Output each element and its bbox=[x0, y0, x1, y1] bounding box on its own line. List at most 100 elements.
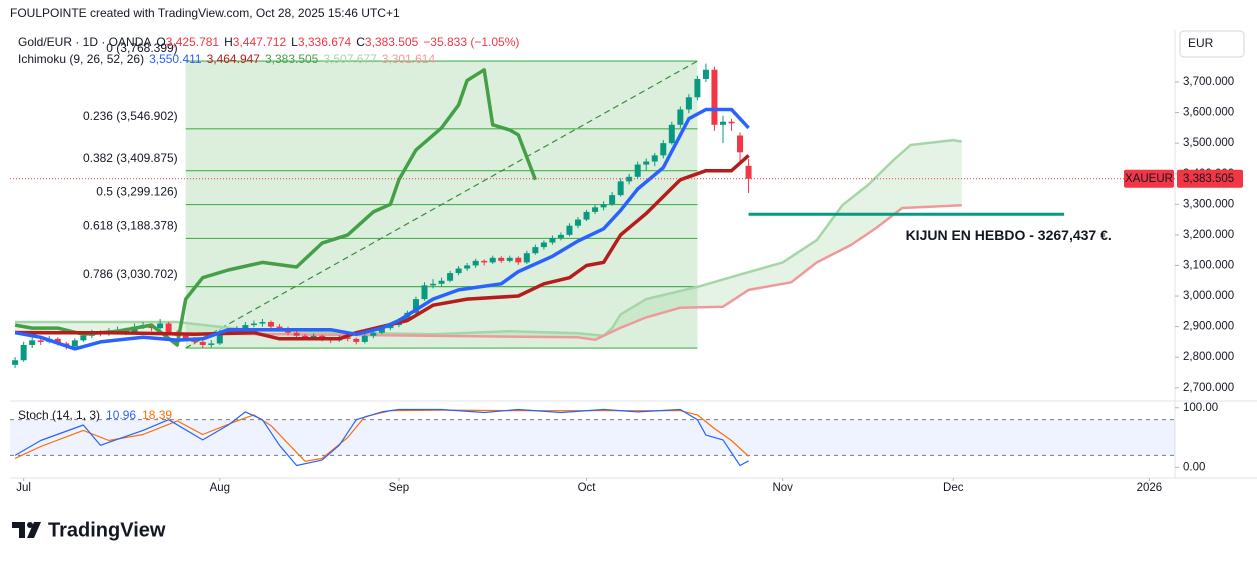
candle-body bbox=[464, 265, 471, 269]
indicator-line bbox=[15, 154, 750, 341]
candle-body bbox=[515, 257, 522, 263]
candle-body bbox=[412, 299, 419, 313]
candles bbox=[12, 63, 752, 368]
candle-body bbox=[199, 341, 206, 345]
legend: Stoch (14, 1, 3) 10.96 18.39 bbox=[18, 408, 172, 422]
candle-body bbox=[370, 332, 377, 336]
legend-key: C bbox=[356, 35, 365, 49]
candle-body bbox=[276, 326, 283, 329]
indicator-line bbox=[14, 68, 538, 347]
candle-body bbox=[157, 323, 164, 329]
candle-body bbox=[719, 121, 726, 125]
legend-value: 3,383.505 bbox=[365, 35, 419, 49]
candle-body bbox=[506, 257, 513, 261]
logo-icon bbox=[27, 522, 41, 538]
legend-title: Ichimoku (9, 26, 52, 26) bbox=[18, 52, 144, 66]
candle-body bbox=[634, 164, 641, 177]
candle-body bbox=[583, 211, 590, 220]
logo: TradingView bbox=[12, 519, 166, 541]
candle-body bbox=[617, 181, 624, 196]
candle-body bbox=[668, 124, 675, 144]
x-tick-label: Nov bbox=[772, 482, 793, 494]
indicator-line bbox=[14, 408, 749, 467]
legend-change: −35.833 (−1.05%) bbox=[423, 35, 519, 49]
y-tick-label: 3,500.000 bbox=[1183, 137, 1234, 149]
candle-body bbox=[455, 268, 462, 274]
fib-label: 0.786 (3,030.702) bbox=[83, 267, 178, 281]
legend-value: 3,383.505 bbox=[265, 52, 319, 66]
candle-body bbox=[250, 323, 257, 326]
x-tick-label: Aug bbox=[210, 482, 230, 494]
legend-value: 3,464.947 bbox=[207, 52, 261, 66]
candle-body bbox=[498, 257, 505, 261]
candle-body bbox=[267, 322, 274, 327]
candle-body bbox=[80, 335, 87, 341]
fib-label: 0.236 (3,546.902) bbox=[83, 109, 178, 123]
candle-body bbox=[694, 78, 701, 98]
candle-body bbox=[626, 176, 633, 182]
legend-value: 3,507.677 bbox=[323, 52, 377, 66]
watermark: FOULPOINTE created with TradingView.com,… bbox=[10, 6, 400, 20]
fib-label: 0 (3,768.399) bbox=[106, 41, 177, 55]
price-box bbox=[1177, 169, 1243, 188]
y-tick-label: 3,600.000 bbox=[1183, 107, 1234, 119]
y-tick-label: 2,900.000 bbox=[1183, 321, 1234, 333]
candle-body bbox=[310, 335, 317, 338]
candle-body bbox=[438, 280, 445, 284]
currency[interactable]: EUR bbox=[1188, 36, 1214, 50]
candle-body bbox=[12, 360, 19, 365]
indicator-line bbox=[15, 203, 962, 342]
candle-body bbox=[592, 207, 599, 212]
candle-body bbox=[685, 97, 692, 110]
candle-body bbox=[447, 273, 454, 281]
legend-value: 10.96 bbox=[106, 408, 136, 422]
candle-body bbox=[651, 155, 658, 162]
fib-trend-line bbox=[185, 60, 698, 349]
candle-body bbox=[29, 340, 36, 345]
price-name-box bbox=[1124, 169, 1174, 188]
stoch-band bbox=[10, 419, 1175, 456]
currency-box[interactable] bbox=[1179, 30, 1245, 58]
logo-icon bbox=[27, 522, 33, 528]
legend-value: 3,447.712 bbox=[233, 35, 287, 49]
fib-label: 0.5 (3,299.126) bbox=[96, 185, 177, 199]
x-tick-label: Sep bbox=[389, 482, 409, 494]
y-tick-label: 3,000.000 bbox=[1183, 290, 1234, 302]
candle-body bbox=[677, 109, 684, 125]
legend-key: L bbox=[291, 35, 298, 49]
candle-body bbox=[20, 344, 27, 361]
candle-body bbox=[430, 283, 437, 286]
legend-value: 3,336.674 bbox=[298, 35, 352, 49]
candle-body bbox=[728, 121, 735, 124]
candle-body bbox=[293, 332, 300, 336]
candle-body bbox=[532, 247, 539, 254]
candle-body bbox=[566, 225, 573, 235]
y-tick-label: 2,800.000 bbox=[1183, 351, 1234, 363]
candle-body bbox=[344, 337, 351, 339]
candle-body bbox=[54, 338, 61, 344]
x-tick-label: Dec bbox=[943, 482, 964, 494]
candle-body bbox=[600, 204, 607, 208]
candle-body bbox=[737, 135, 744, 153]
legend-value: 3,301.614 bbox=[382, 52, 436, 66]
candle-body bbox=[71, 340, 78, 347]
candle-body bbox=[745, 165, 752, 179]
candle-body bbox=[575, 219, 582, 226]
candle-body bbox=[609, 195, 616, 205]
logo-text: TradingView bbox=[48, 519, 166, 541]
candle-body bbox=[182, 335, 189, 339]
candle-body bbox=[259, 322, 266, 324]
y-tick-label: 2,700.000 bbox=[1183, 382, 1234, 394]
y-tick-label: 3,300.000 bbox=[1183, 198, 1234, 210]
annotation-text: KIJUN EN HEBDO - 3267,437 €. bbox=[906, 227, 1112, 243]
candle-body bbox=[387, 325, 394, 329]
legend-title: Gold/EUR · 1D · OANDA bbox=[18, 35, 151, 49]
indicator-line bbox=[14, 107, 750, 351]
candle-body bbox=[378, 328, 385, 333]
candle-body bbox=[702, 69, 709, 79]
candle-body bbox=[643, 161, 650, 165]
logo-icon bbox=[12, 522, 25, 538]
candle-body bbox=[557, 234, 564, 238]
